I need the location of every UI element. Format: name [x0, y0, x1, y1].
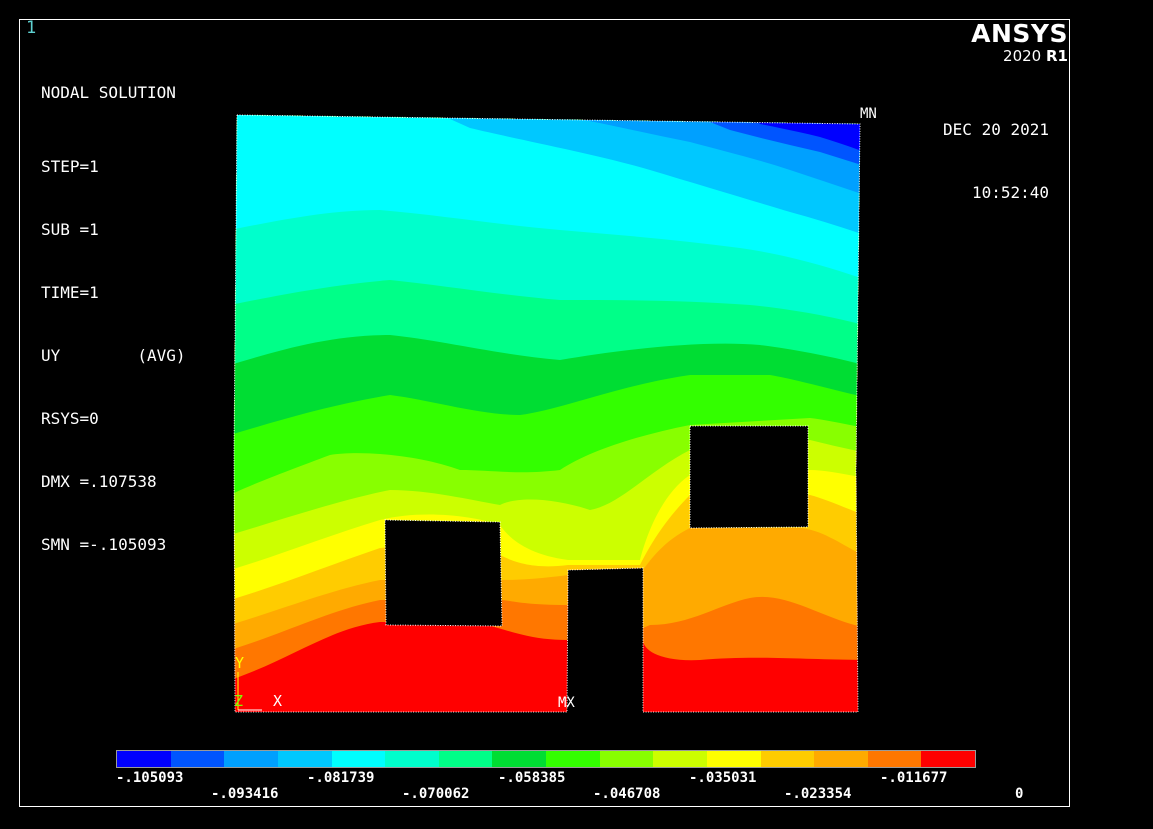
brand-version: 2020 R1 [971, 48, 1068, 65]
contour-legend-bar [116, 750, 976, 768]
legend-label-bottom-0: -.093416 [211, 786, 279, 802]
legend-label-bottom-4: 0 [1015, 786, 1024, 802]
legend-swatch-4 [331, 751, 386, 767]
legend-label-top-2: -.058385 [498, 770, 566, 786]
hole-left-outline [384, 519, 503, 627]
brand-version-year: 2020 [1003, 47, 1042, 65]
info-substep: SUB =1 [41, 220, 99, 239]
legend-swatch-12 [760, 751, 815, 767]
axis-x-label: X [273, 692, 283, 710]
legend-swatch-13 [814, 751, 868, 767]
legend-swatch-2 [224, 751, 278, 767]
legend-label-bottom-1: -.070062 [402, 786, 470, 802]
hole-right [690, 426, 808, 528]
legend-label-bottom-3: -.023354 [784, 786, 852, 802]
legend-swatch-15 [921, 751, 975, 767]
legend-label-top-4: -.011677 [880, 770, 948, 786]
solution-title: NODAL SOLUTION [41, 83, 176, 102]
legend-swatch-1 [170, 751, 225, 767]
legend-swatch-7 [492, 751, 546, 767]
legend-label-top-3: -.035031 [689, 770, 757, 786]
viewport-frame [19, 19, 1070, 807]
contour-bands [234, 115, 860, 712]
info-smn: SMN =-.105093 [41, 535, 167, 554]
legend-swatch-9 [599, 751, 654, 767]
legend-label-top-1: -.081739 [307, 770, 375, 786]
info-dmx: DMX =.107538 [41, 472, 157, 491]
info-result-item: UY (AVG) [41, 346, 186, 365]
plot-datetime: DEC 20 2021 10:52:40 [943, 77, 1049, 245]
legend-swatch-5 [385, 751, 439, 767]
legend-swatch-14 [867, 751, 922, 767]
info-step: STEP=1 [41, 157, 99, 176]
legend-swatch-11 [706, 751, 761, 767]
min-marker: MN [860, 106, 877, 122]
brand-name: ANSYS [971, 19, 1068, 48]
legend-swatch-8 [546, 751, 600, 767]
ansys-logo: ANSYS 2020 R1 [971, 20, 1068, 65]
window-number: 1 [26, 18, 37, 38]
plot-time: 10:52:40 [971, 183, 1049, 202]
legend-swatch-10 [653, 751, 707, 767]
legend-label-top-0: -.105093 [116, 770, 184, 786]
body-outline [233, 114, 861, 713]
legend-label-bottom-2: -.046708 [593, 786, 661, 802]
info-time: TIME=1 [41, 283, 99, 302]
band-deep-blue [740, 115, 860, 158]
legend-swatch-6 [438, 751, 493, 767]
info-rsys: RSYS=0 [41, 409, 99, 428]
max-marker: MX [558, 695, 575, 711]
axis-z-label: Z [234, 692, 244, 710]
hole-left [385, 520, 502, 626]
axis-y-label: Y [235, 654, 245, 672]
brand-version-release: R1 [1046, 47, 1068, 65]
legend-swatch-3 [277, 751, 332, 767]
solution-info: NODAL SOLUTION STEP=1 SUB =1 TIME=1 UY (… [41, 40, 186, 597]
plot-date: DEC 20 2021 [943, 120, 1049, 139]
legend-swatch-0 [117, 751, 171, 767]
